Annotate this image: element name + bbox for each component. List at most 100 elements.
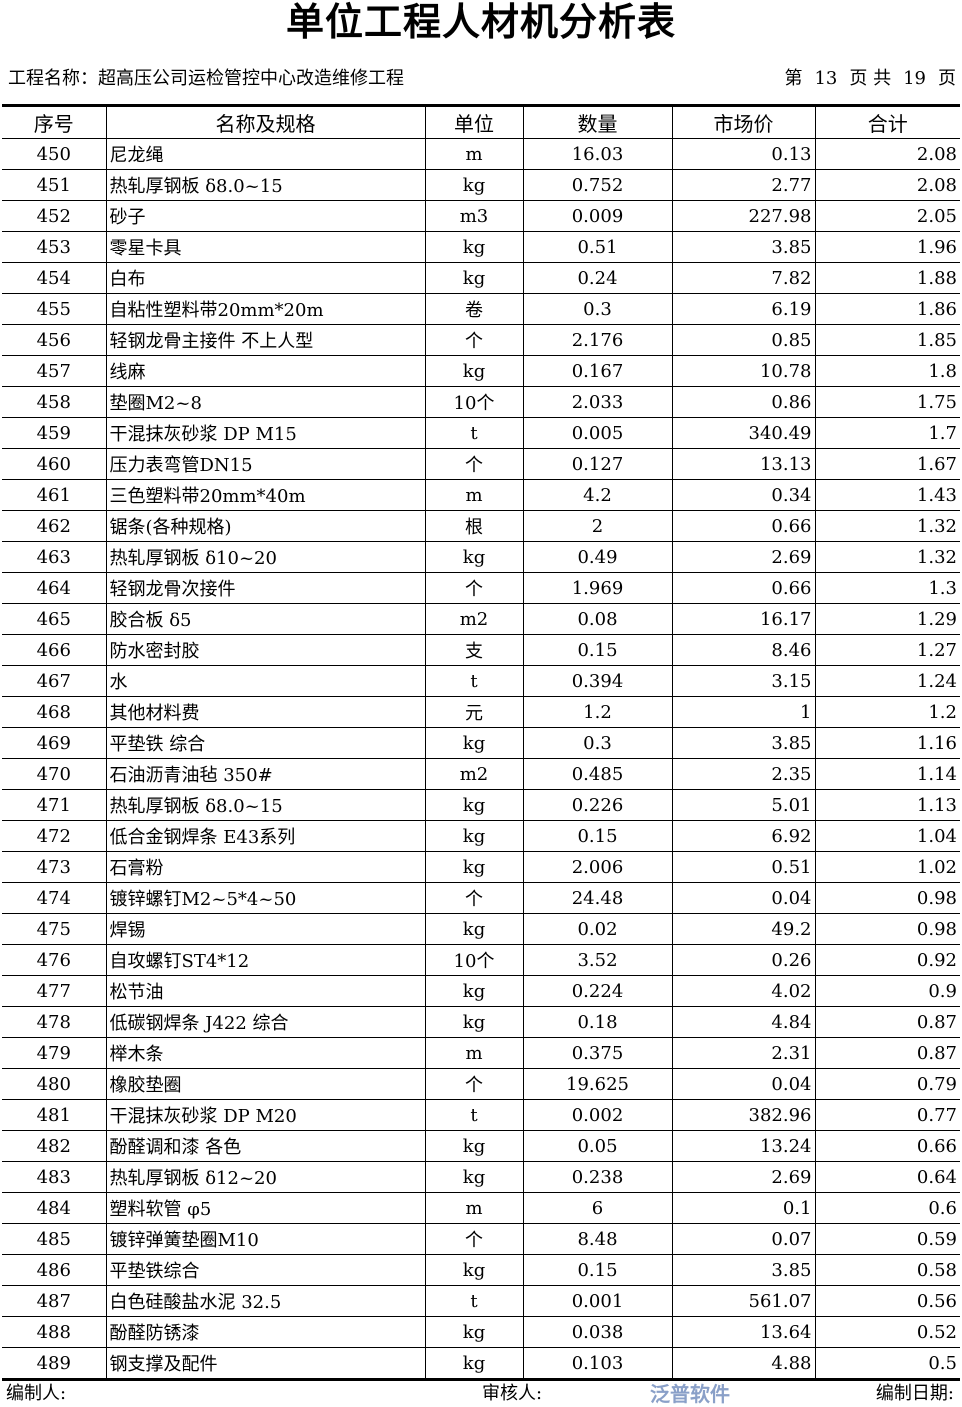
cell-qty: 0.24 — [522, 262, 673, 294]
cell-seq: 464 — [2, 572, 107, 604]
table-row: 459 干混抹灰砂浆 DP M15 t 0.005 340.49 1.7 — [2, 417, 960, 449]
table-row: 471 热轧厚钢板 δ8.0~15 kg 0.226 5.01 1.13 — [2, 789, 960, 821]
table-row: 479 榉木条 m 0.375 2.31 0.87 — [2, 1037, 960, 1069]
table-row: 485 镀锌弹簧垫圈M10 个 8.48 0.07 0.59 — [2, 1223, 960, 1255]
cell-price: 13.24 — [671, 1130, 816, 1162]
cell-unit: m — [424, 1192, 524, 1224]
col-qty: 数量 — [522, 105, 673, 139]
cell-price: 0.1 — [671, 1192, 816, 1224]
cell-price: 0.86 — [671, 386, 816, 418]
cell-price: 4.88 — [671, 1347, 816, 1380]
cell-qty: 0.001 — [522, 1285, 673, 1317]
table-row: 488 酚醛防锈漆 kg 0.038 13.64 0.52 — [2, 1316, 960, 1348]
cell-price: 3.85 — [671, 1254, 816, 1286]
cell-seq: 453 — [2, 231, 107, 263]
table-row: 455 自粘性塑料带20mm*20m 卷 0.3 6.19 1.86 — [2, 293, 960, 325]
cell-qty: 1.2 — [522, 696, 673, 728]
cell-unit: m3 — [424, 200, 524, 232]
cell-total: 1.75 — [814, 386, 960, 418]
cell-qty: 2.033 — [522, 386, 673, 418]
cell-price: 3.15 — [671, 665, 816, 697]
cell-qty: 0.15 — [522, 634, 673, 666]
table-row: 484 塑料软管 φ5 m 6 0.1 0.6 — [2, 1192, 960, 1224]
cell-seq: 454 — [2, 262, 107, 294]
cell-price: 2.35 — [671, 758, 816, 790]
cell-unit: kg — [424, 1316, 524, 1348]
cell-unit: 10个 — [424, 944, 524, 976]
cell-price: 0.85 — [671, 324, 816, 356]
page-current: 13 — [814, 68, 838, 89]
cell-qty: 0.18 — [522, 1006, 673, 1038]
cell-price: 227.98 — [671, 200, 816, 232]
cell-qty: 0.3 — [522, 293, 673, 325]
cell-name: 白布 — [105, 262, 426, 294]
cell-unit: 10个 — [424, 386, 524, 418]
cell-price: 2.77 — [671, 169, 816, 201]
cell-price: 0.51 — [671, 851, 816, 883]
cell-unit: 支 — [424, 634, 524, 666]
table-row: 481 干混抹灰砂浆 DP M20 t 0.002 382.96 0.77 — [2, 1099, 960, 1131]
table-row: 454 白布 kg 0.24 7.82 1.88 — [2, 262, 960, 294]
cell-total: 1.88 — [814, 262, 960, 294]
cell-seq: 489 — [2, 1347, 107, 1380]
cell-qty: 0.51 — [522, 231, 673, 263]
cell-name: 低碳钢焊条 J422 综合 — [105, 1006, 426, 1038]
table-row: 452 砂子 m3 0.009 227.98 2.05 — [2, 200, 960, 232]
cell-total: 0.5 — [814, 1347, 960, 1380]
cell-name: 零星卡具 — [105, 231, 426, 263]
cell-name: 防水密封胶 — [105, 634, 426, 666]
cell-unit: kg — [424, 1254, 524, 1286]
table-row: 457 线麻 kg 0.167 10.78 1.8 — [2, 355, 960, 387]
cell-seq: 451 — [2, 169, 107, 201]
cell-name: 塑料软管 φ5 — [105, 1192, 426, 1224]
cell-total: 0.64 — [814, 1161, 960, 1193]
col-price: 市场价 — [671, 105, 816, 139]
cell-price: 0.13 — [671, 138, 816, 170]
cell-total: 1.32 — [814, 510, 960, 542]
cell-seq: 450 — [2, 138, 107, 170]
cell-total: 0.52 — [814, 1316, 960, 1348]
cell-qty: 0.02 — [522, 913, 673, 945]
cell-qty: 16.03 — [522, 138, 673, 170]
table-row: 474 镀锌螺钉M2~5*4~50 个 24.48 0.04 0.98 — [2, 882, 960, 914]
cell-unit: 个 — [424, 448, 524, 480]
cell-unit: kg — [424, 1161, 524, 1193]
col-total: 合计 — [814, 105, 960, 139]
cell-unit: kg — [424, 1130, 524, 1162]
cell-seq: 468 — [2, 696, 107, 728]
cell-seq: 483 — [2, 1161, 107, 1193]
cell-price: 10.78 — [671, 355, 816, 387]
cell-unit: kg — [424, 355, 524, 387]
table-row: 466 防水密封胶支 0.15 8.46 1.27 — [2, 634, 960, 666]
cell-qty: 2.006 — [522, 851, 673, 883]
cell-total: 0.87 — [814, 1037, 960, 1069]
cell-name: 钢支撑及配件 — [105, 1347, 426, 1380]
cell-total: 1.14 — [814, 758, 960, 790]
cell-total: 0.87 — [814, 1006, 960, 1038]
cell-price: 3.85 — [671, 727, 816, 759]
cell-qty: 2.176 — [522, 324, 673, 356]
cell-name: 其他材料费 — [105, 696, 426, 728]
cell-qty: 6 — [522, 1192, 673, 1224]
cell-price: 0.04 — [671, 882, 816, 914]
cell-seq: 486 — [2, 1254, 107, 1286]
cell-unit: kg — [424, 727, 524, 759]
cell-seq: 474 — [2, 882, 107, 914]
cell-seq: 455 — [2, 293, 107, 325]
cell-name: 酚醛调和漆 各色 — [105, 1130, 426, 1162]
cell-total: 1.04 — [814, 820, 960, 852]
cell-seq: 461 — [2, 479, 107, 511]
table-row: 487 白色硅酸盐水泥 32.5 t 0.001 561.07 0.56 — [2, 1285, 960, 1317]
table-row: 475 焊锡 kg 0.02 49.2 0.98 — [2, 913, 960, 945]
table-row: 461 三色塑料带20mm*40m m 4.2 0.34 1.43 — [2, 479, 960, 511]
cell-name: 水 — [105, 665, 426, 697]
cell-seq: 480 — [2, 1068, 107, 1100]
cell-unit: m2 — [424, 603, 524, 635]
cell-total: 0.92 — [814, 944, 960, 976]
cell-price: 13.64 — [671, 1316, 816, 1348]
cell-total: 1.13 — [814, 789, 960, 821]
cell-price: 2.69 — [671, 541, 816, 573]
cell-price: 5.01 — [671, 789, 816, 821]
table-row: 472 低合金钢焊条 E43系列 kg 0.15 6.92 1.04 — [2, 820, 960, 852]
table-row: 486 平垫铁综合 kg 0.15 3.85 0.58 — [2, 1254, 960, 1286]
